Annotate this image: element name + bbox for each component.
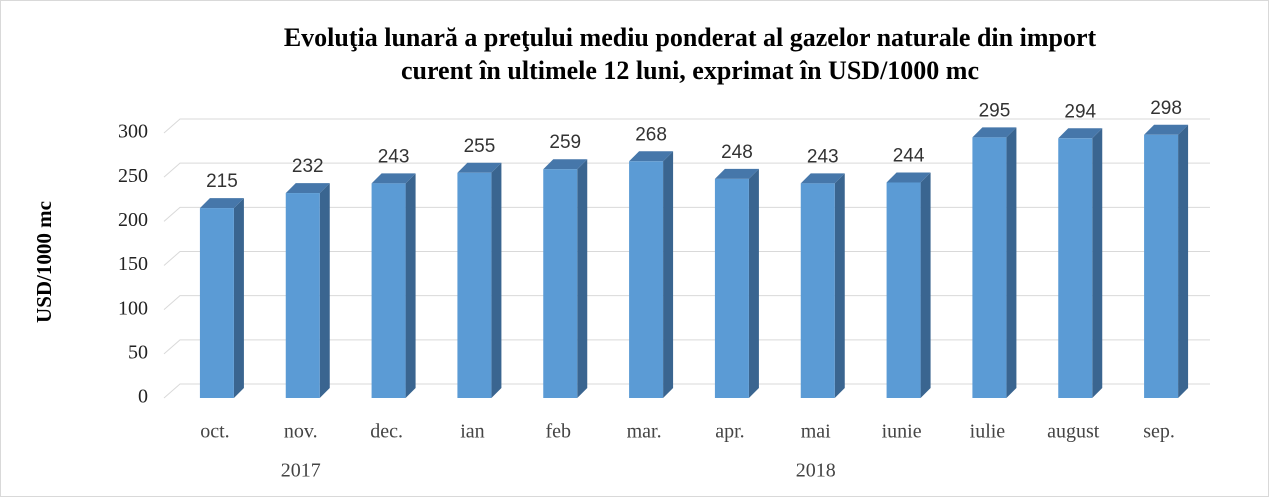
bar-side xyxy=(577,159,588,398)
grid-line xyxy=(163,162,1210,178)
bar-top xyxy=(457,162,502,173)
data-label: 243 xyxy=(378,146,410,167)
bar-top xyxy=(1144,124,1189,135)
data-label: 243 xyxy=(807,146,839,167)
x-tick-label: sep. xyxy=(1143,421,1175,443)
bar-side xyxy=(491,162,502,398)
bar-top xyxy=(199,198,244,209)
bar xyxy=(371,173,416,398)
grid-line xyxy=(163,295,1210,311)
x-tick-label: apr. xyxy=(715,421,744,443)
bar-top xyxy=(714,168,759,179)
x-tick-label: iulie xyxy=(970,421,1006,443)
bar xyxy=(714,168,759,398)
bar-top xyxy=(371,173,416,184)
bar xyxy=(1058,128,1103,399)
bar-top xyxy=(972,127,1017,138)
data-label: 255 xyxy=(464,136,496,157)
bar-side xyxy=(1006,127,1017,399)
bar-front xyxy=(199,208,234,398)
bar-front xyxy=(543,169,578,398)
y-tick-label: 200 xyxy=(118,209,148,231)
data-label: 232 xyxy=(292,156,324,177)
y-tick-label: 100 xyxy=(118,297,148,319)
bar xyxy=(457,162,502,398)
y-tick-label: 250 xyxy=(118,165,148,187)
y-tick-label: 0 xyxy=(138,386,148,408)
chart-title: curent în ultimele 12 luni, exprimat în … xyxy=(401,56,979,85)
bar-front xyxy=(714,178,749,398)
bar-side xyxy=(233,198,244,398)
bar-side xyxy=(1092,128,1103,399)
bar xyxy=(543,159,588,398)
data-label: 244 xyxy=(893,145,925,166)
x-tick-label: mai xyxy=(801,421,831,443)
bar-top xyxy=(543,159,588,170)
x-group-label: 2017 xyxy=(281,460,321,482)
bar-front xyxy=(371,183,406,398)
bar-top xyxy=(1058,128,1103,139)
bar-top xyxy=(629,151,674,162)
bar-side xyxy=(920,172,931,398)
chart-title: Evoluţia lunară a preţului mediu pondera… xyxy=(284,23,1097,52)
x-group-label: 2018 xyxy=(796,460,836,482)
y-tick-label: 300 xyxy=(118,121,148,143)
bar-side xyxy=(748,168,759,398)
bar-front xyxy=(285,193,320,398)
data-label: 298 xyxy=(1150,98,1182,119)
x-tick-label: august xyxy=(1047,421,1100,443)
data-label: 248 xyxy=(721,142,753,163)
bar-side xyxy=(405,173,416,398)
data-label: 215 xyxy=(206,171,238,192)
x-tick-label: nov. xyxy=(284,421,318,443)
bar xyxy=(199,198,244,398)
bar-side xyxy=(319,183,330,398)
bar-front xyxy=(886,182,921,398)
y-tick-label: 150 xyxy=(118,253,148,275)
grid-line xyxy=(163,206,1210,222)
bar-front xyxy=(1058,138,1093,399)
bar xyxy=(1144,124,1189,399)
bar xyxy=(800,173,845,398)
bar-front xyxy=(457,172,492,398)
data-label: 294 xyxy=(1064,101,1096,122)
x-tick-label: iunie xyxy=(882,421,922,443)
data-label: 268 xyxy=(635,124,667,145)
bar xyxy=(972,127,1017,399)
bar xyxy=(886,172,931,398)
x-tick-label: dec. xyxy=(370,421,403,443)
bar-front xyxy=(800,183,835,398)
x-tick-label: mar. xyxy=(627,421,662,443)
bar-front xyxy=(1144,134,1179,398)
bar xyxy=(285,183,330,398)
bar-side xyxy=(663,151,674,398)
x-tick-label: feb xyxy=(545,421,571,443)
y-axis-label: USD/1000 mc xyxy=(32,201,56,323)
bar-top xyxy=(800,173,845,184)
bar xyxy=(629,151,674,398)
grid-line xyxy=(163,339,1210,355)
x-tick-label: oct. xyxy=(200,421,229,443)
bar-front xyxy=(972,137,1007,398)
bar-top xyxy=(886,172,931,183)
grid-line xyxy=(163,251,1210,266)
bar-front xyxy=(629,161,664,398)
data-label: 295 xyxy=(979,100,1011,121)
grid-line xyxy=(163,118,1210,134)
bar-side xyxy=(834,173,845,398)
grid-line xyxy=(163,383,1210,399)
x-tick-label: ian xyxy=(460,421,484,443)
bar-side xyxy=(1178,124,1189,399)
bar-top xyxy=(285,183,330,194)
data-label: 259 xyxy=(549,132,581,153)
y-tick-label: 50 xyxy=(128,341,148,363)
